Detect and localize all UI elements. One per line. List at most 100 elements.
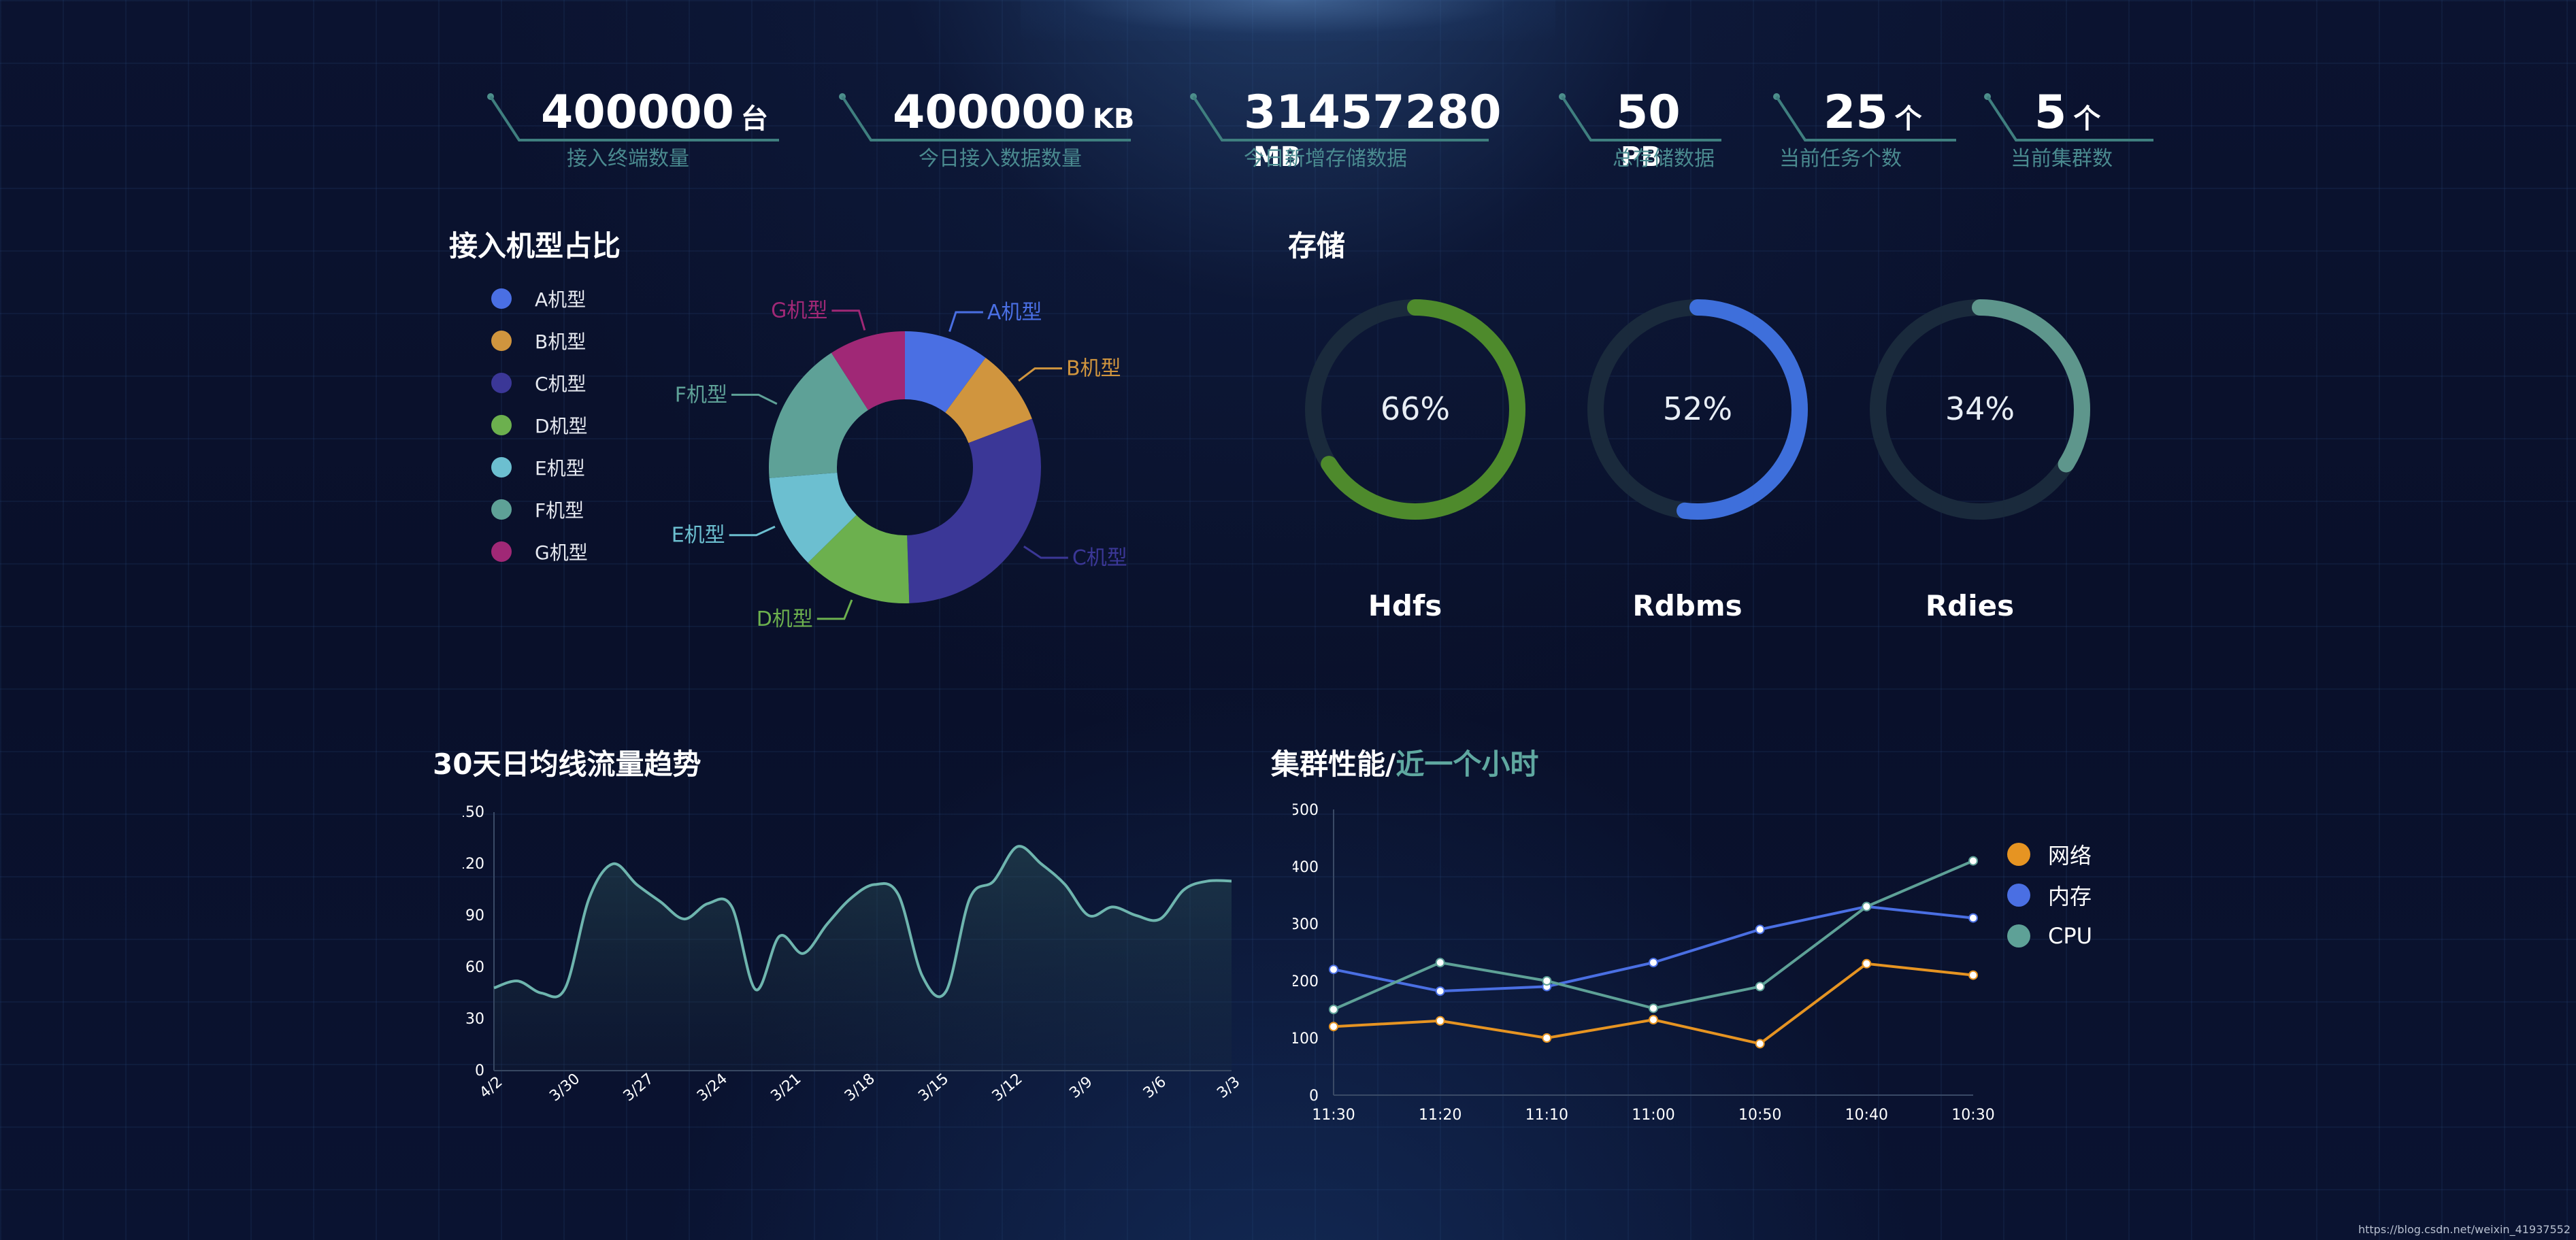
series-point [1968, 913, 1978, 923]
pie-slice-label: C机型 [1072, 546, 1127, 570]
y-tick-label: 60 [465, 959, 484, 976]
pie-legend-label: D机型 [535, 415, 588, 437]
kpi-leader-line [487, 93, 779, 141]
series-point [1435, 958, 1445, 968]
gauge-name: Rdbms [1632, 589, 1743, 622]
kpi-value: 25 个 [1823, 90, 1922, 136]
kpi-leader-path [1561, 95, 1721, 141]
y-tick-label: 300 [1293, 916, 1319, 933]
kpi-value-number: 5 [2034, 86, 2067, 139]
pie-legend-dot [491, 499, 512, 520]
series-point [1968, 970, 1978, 980]
kpi-card: 50 PB 总存储数据 [1558, 75, 1735, 177]
pie-slice [905, 331, 986, 413]
x-tick-label: 3/27 [621, 1071, 657, 1105]
cluster-legend-label: CPU [2048, 923, 2093, 949]
pie-slice [831, 331, 905, 410]
cluster-legend-dot [2007, 924, 2030, 948]
series-point [1329, 1022, 1338, 1032]
x-tick-label: 11:20 [1419, 1107, 1462, 1124]
x-tick-label: 10:30 [1951, 1107, 1994, 1124]
cluster-legend-item: 内存 [2007, 882, 2092, 909]
cluster-legend-item: CPU [2007, 922, 2092, 950]
pie-legend-item: B机型 [491, 329, 586, 353]
kpi-unit: KB [1092, 103, 1135, 135]
x-tick-label: 3/3 [1214, 1073, 1243, 1102]
pie-legend-dot [491, 288, 512, 309]
pie-slice-label: E机型 [672, 524, 725, 548]
kpi-label: 接入终端数量 [567, 147, 689, 171]
series-point [1649, 1015, 1658, 1025]
y-tick-label: 150 [463, 804, 484, 821]
pie-legend-dot [491, 415, 512, 435]
series-point [1542, 1033, 1552, 1043]
kpi-unit: MB [1253, 141, 1302, 173]
kpi-card: 5 个当前集群数 [1983, 75, 2167, 177]
gauge-value: 52% [1662, 390, 1733, 427]
pie-slice [945, 357, 1032, 443]
y-tick-label: 0 [475, 1062, 484, 1079]
pie-legend-label: A机型 [535, 288, 587, 311]
gauge-name: Hdfs [1368, 589, 1442, 622]
pie-slice [808, 515, 910, 603]
pie-slice-label: G机型 [771, 299, 827, 323]
kpi-leader-line [839, 93, 1131, 141]
kpi-value-number: 400000 [893, 86, 1086, 139]
pie-label-line [731, 393, 778, 405]
series-point [1649, 958, 1658, 968]
x-tick-label: 3/9 [1066, 1073, 1095, 1102]
series-point [1435, 986, 1445, 996]
kpi-unit: PB [1621, 141, 1662, 173]
y-tick-label: 120 [463, 856, 484, 873]
watermark: https://blog.csdn.net/weixin_41937552 [2358, 1223, 2571, 1236]
series-line [1333, 905, 1974, 993]
pie-slice [769, 352, 868, 478]
series-point [1755, 1039, 1765, 1049]
pie-slice-label: B机型 [1066, 357, 1121, 381]
pie-legend-dot [491, 331, 512, 351]
x-tick-label: 3/21 [767, 1071, 804, 1105]
x-tick-label: 11:30 [1312, 1107, 1355, 1124]
y-tick-label: 200 [1293, 973, 1319, 990]
y-tick-label: 500 [1293, 802, 1319, 819]
kpi-value-number: 31457280 [1244, 86, 1502, 139]
pie-legend-dot [491, 541, 512, 562]
kpi-leader-path [1775, 95, 1956, 141]
kpi-value-number: 50 [1616, 86, 1681, 139]
series-line [1333, 859, 1974, 1011]
x-tick-label: 3/15 [915, 1071, 952, 1105]
pie-label-line [831, 309, 866, 331]
pie-label-line [1023, 546, 1068, 559]
kpi-label: 今日新增存储数据 [1244, 147, 1407, 171]
kpi-leader-path [841, 95, 1131, 141]
series-point [1755, 924, 1765, 935]
cluster-title-accent: 近一个小时 [1396, 748, 1539, 781]
pie-legend-item: G机型 [491, 540, 588, 564]
pie-slice-label: D机型 [757, 607, 813, 631]
kpi-value: 50 [1616, 90, 1681, 136]
pie-label-line [948, 311, 983, 332]
series-point [1862, 958, 1872, 969]
kpi-card: 400000 KB 今日接入数据数量 [838, 75, 1144, 177]
traffic-line [493, 845, 1232, 999]
kpi-value-number: 25 [1823, 86, 1888, 139]
storage-gauges [1305, 299, 2090, 520]
kpi-label: 当前集群数 [2011, 147, 2113, 171]
kpi-unit: 台 [740, 103, 768, 135]
cluster-legend-item: 网络 [2007, 841, 2092, 869]
series-point [1862, 901, 1872, 911]
kpi-unit: 个 [2073, 103, 2101, 135]
x-tick-label: 3/30 [546, 1071, 583, 1105]
cluster-line-chart: 0 100 200 300 400 500 11:30 11:20 11:10 11:00 10:5… [1293, 802, 1995, 1124]
kpi-label: 总存储数据 [1613, 147, 1715, 171]
x-tick-label: 10:40 [1845, 1107, 1888, 1124]
kpi-label: 当前任务个数 [1779, 147, 1902, 171]
kpi-leader-path [1986, 95, 2153, 141]
series-point [1542, 976, 1552, 986]
cluster-legend-label: 网络 [2048, 843, 2092, 869]
x-tick-label: 3/6 [1140, 1073, 1170, 1102]
cluster-legend-label: 内存 [2048, 884, 2092, 909]
y-tick-label: 90 [465, 907, 484, 924]
x-tick-label: 11:10 [1525, 1107, 1568, 1124]
model-donut-chart: A机型 B机型 C机型 D机型 E机型 F机型 G机型 [672, 299, 1127, 631]
